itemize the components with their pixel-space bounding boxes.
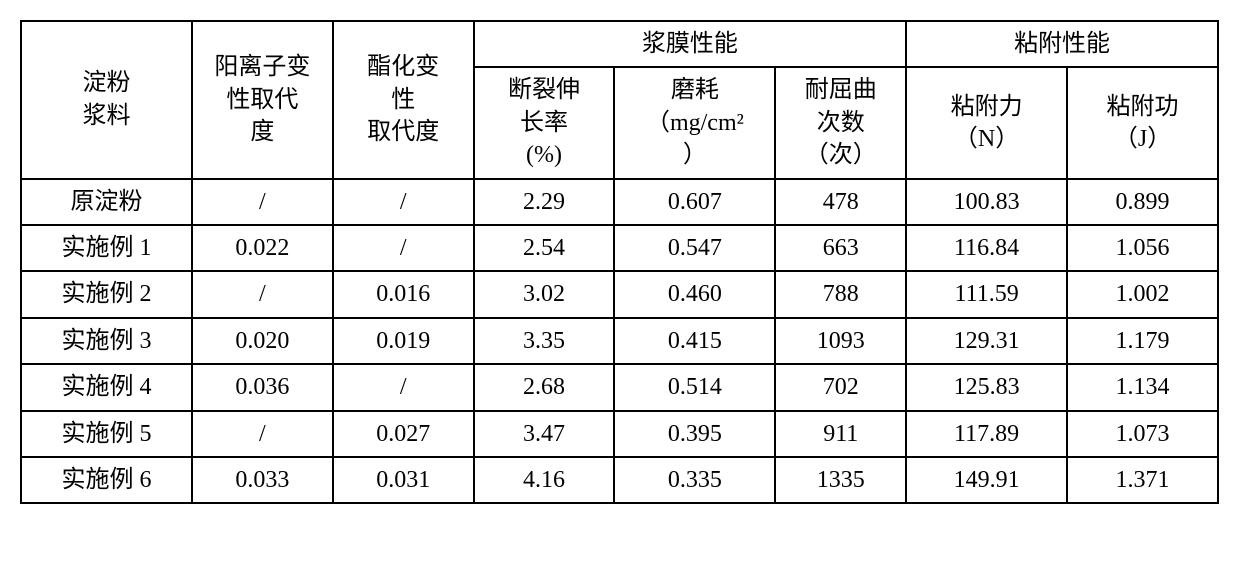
cell-ester_ds: / — [333, 179, 474, 225]
cell-sample: 实施例 2 — [21, 271, 192, 317]
cell-sample: 实施例 3 — [21, 318, 192, 364]
header-adhesion-work: 粘附功（J） — [1067, 67, 1218, 178]
cell-cation_ds: 0.022 — [192, 225, 333, 271]
cell-abrasion: 0.514 — [614, 364, 775, 410]
cell-adhesion_force: 149.91 — [906, 457, 1067, 503]
cell-elongation: 3.35 — [474, 318, 615, 364]
cell-cation_ds: 0.036 — [192, 364, 333, 410]
cell-adhesion_force: 111.59 — [906, 271, 1067, 317]
header-elongation: 断裂伸长率(%) — [474, 67, 615, 178]
cell-adhesion_work: 0.899 — [1067, 179, 1218, 225]
cell-flex: 702 — [775, 364, 906, 410]
cell-adhesion_work: 1.073 — [1067, 411, 1218, 457]
cell-cation_ds: 0.033 — [192, 457, 333, 503]
cell-cation_ds: / — [192, 179, 333, 225]
header-adhesion-group: 粘附性能 — [906, 21, 1218, 67]
cell-sample: 原淀粉 — [21, 179, 192, 225]
cell-ester_ds: 0.019 — [333, 318, 474, 364]
table-row: 实施例 10.022/2.540.547663116.841.056 — [21, 225, 1218, 271]
table-row: 实施例 5/0.0273.470.395911117.891.073 — [21, 411, 1218, 457]
table-row: 实施例 30.0200.0193.350.4151093129.311.179 — [21, 318, 1218, 364]
header-cation-ds: 阳离子变性取代度 — [192, 21, 333, 179]
header-adhesion-force: 粘附力（N） — [906, 67, 1067, 178]
table-row: 实施例 2/0.0163.020.460788111.591.002 — [21, 271, 1218, 317]
table-row: 实施例 40.036/2.680.514702125.831.134 — [21, 364, 1218, 410]
cell-adhesion_work: 1.179 — [1067, 318, 1218, 364]
cell-elongation: 3.02 — [474, 271, 615, 317]
cell-elongation: 2.68 — [474, 364, 615, 410]
cell-abrasion: 0.415 — [614, 318, 775, 364]
cell-adhesion_work: 1.002 — [1067, 271, 1218, 317]
cell-flex: 788 — [775, 271, 906, 317]
data-table: 淀粉浆料 阳离子变性取代度 酯化变性取代度 浆膜性能 粘附性能 断裂伸长率(%)… — [20, 20, 1219, 504]
cell-cation_ds: / — [192, 411, 333, 457]
cell-sample: 实施例 1 — [21, 225, 192, 271]
table-row: 实施例 60.0330.0314.160.3351335149.911.371 — [21, 457, 1218, 503]
table-body: 原淀粉//2.290.607478100.830.899实施例 10.022/2… — [21, 179, 1218, 504]
cell-abrasion: 0.335 — [614, 457, 775, 503]
cell-elongation: 4.16 — [474, 457, 615, 503]
cell-elongation: 2.29 — [474, 179, 615, 225]
cell-flex: 478 — [775, 179, 906, 225]
cell-sample: 实施例 5 — [21, 411, 192, 457]
cell-adhesion_force: 129.31 — [906, 318, 1067, 364]
cell-abrasion: 0.547 — [614, 225, 775, 271]
cell-adhesion_work: 1.371 — [1067, 457, 1218, 503]
cell-abrasion: 0.395 — [614, 411, 775, 457]
cell-flex: 1093 — [775, 318, 906, 364]
cell-cation_ds: / — [192, 271, 333, 317]
cell-flex: 911 — [775, 411, 906, 457]
table-row: 原淀粉//2.290.607478100.830.899 — [21, 179, 1218, 225]
header-film-group: 浆膜性能 — [474, 21, 907, 67]
cell-ester_ds: 0.016 — [333, 271, 474, 317]
header-abrasion: 磨耗（mg/cm²） — [614, 67, 775, 178]
cell-adhesion_force: 125.83 — [906, 364, 1067, 410]
cell-adhesion_work: 1.134 — [1067, 364, 1218, 410]
cell-adhesion_force: 116.84 — [906, 225, 1067, 271]
cell-cation_ds: 0.020 — [192, 318, 333, 364]
cell-elongation: 2.54 — [474, 225, 615, 271]
header-ester-ds: 酯化变性取代度 — [333, 21, 474, 179]
header-sample: 淀粉浆料 — [21, 21, 192, 179]
cell-adhesion_force: 100.83 — [906, 179, 1067, 225]
cell-sample: 实施例 6 — [21, 457, 192, 503]
cell-ester_ds: 0.031 — [333, 457, 474, 503]
cell-flex: 663 — [775, 225, 906, 271]
cell-ester_ds: / — [333, 364, 474, 410]
header-flex: 耐屈曲次数（次） — [775, 67, 906, 178]
cell-abrasion: 0.460 — [614, 271, 775, 317]
cell-adhesion_force: 117.89 — [906, 411, 1067, 457]
cell-adhesion_work: 1.056 — [1067, 225, 1218, 271]
cell-sample: 实施例 4 — [21, 364, 192, 410]
cell-abrasion: 0.607 — [614, 179, 775, 225]
cell-flex: 1335 — [775, 457, 906, 503]
cell-elongation: 3.47 — [474, 411, 615, 457]
cell-ester_ds: / — [333, 225, 474, 271]
cell-ester_ds: 0.027 — [333, 411, 474, 457]
